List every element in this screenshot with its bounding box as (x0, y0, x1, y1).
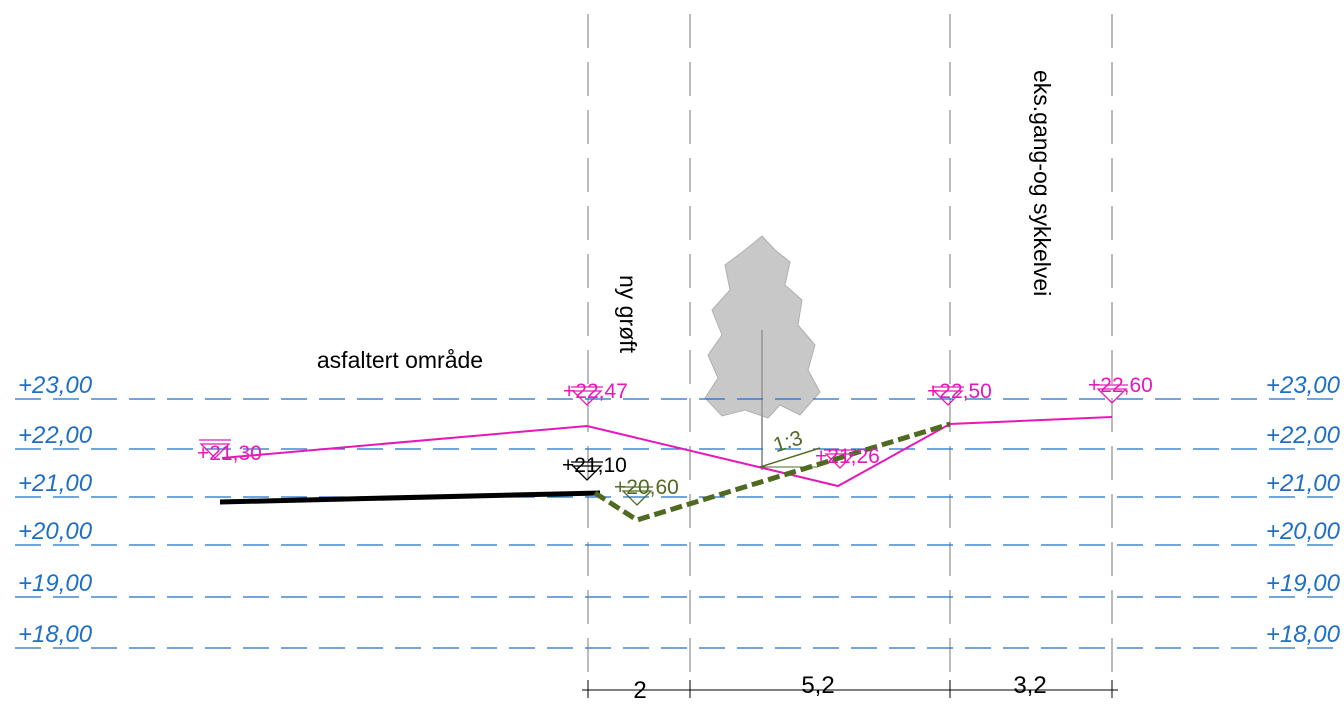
elevation-symbol (199, 439, 231, 459)
elevation-label: +22,47 (563, 380, 628, 403)
dimension-label: 2 (633, 677, 646, 703)
elevation-symbol (824, 449, 856, 469)
elevation-markers: +21,30 +22,47 +22,50 +22,60 +21,26 +21,10+20,… (197, 374, 1153, 506)
path-label: eks.gang-og sykkelvei (1029, 70, 1055, 296)
level-label: +20,00 (1266, 518, 1341, 545)
level-label: +22,00 (18, 422, 93, 449)
elevation-symbol (1096, 384, 1128, 404)
level-label: +19,00 (18, 570, 93, 597)
elevation-symbol (932, 386, 964, 406)
elevation-label: +22,50 (927, 380, 992, 403)
level-label: +18,00 (1266, 621, 1341, 648)
level-label: +20,00 (18, 518, 93, 545)
elevation-label: +22,60 (1088, 374, 1153, 397)
level-label: +23,00 (1266, 372, 1341, 399)
level-label: +19,00 (1266, 570, 1341, 597)
elevation-symbol (571, 386, 603, 406)
level-label: +23,00 (18, 372, 93, 399)
elevation-label: +21,26 (815, 445, 880, 468)
level-label: +22,00 (1266, 422, 1341, 449)
elevation-symbol (621, 486, 653, 506)
dimension-line (582, 680, 1118, 698)
elevation-symbol (571, 461, 603, 481)
dimension-label: 3,2 (1013, 672, 1046, 699)
asphalt-label: asfaltert område (317, 347, 483, 373)
level-label: +18,00 (18, 621, 93, 648)
elevation-label: +21,30 (197, 442, 262, 465)
asphalt-line (219, 490, 601, 505)
slope-label: 1:3 (771, 426, 806, 457)
existing-terrain-line (221, 416, 1113, 488)
elevation-label: +20,60 (614, 476, 679, 499)
level-label: +21,00 (18, 470, 93, 497)
tree (704, 235, 821, 419)
vertical-guides (587, 14, 1113, 690)
level-label: +21,00 (1266, 470, 1341, 497)
ditch-label: ny grøft (615, 275, 641, 354)
slope-indicator (759, 447, 821, 468)
elevation-label: +21,10 (562, 454, 627, 477)
dimension-label: 5,2 (801, 672, 834, 699)
level-lines: +23,00 +23,00 +22,00 +22,00 +21,00 +21,00 +20,… (15, 372, 1341, 649)
